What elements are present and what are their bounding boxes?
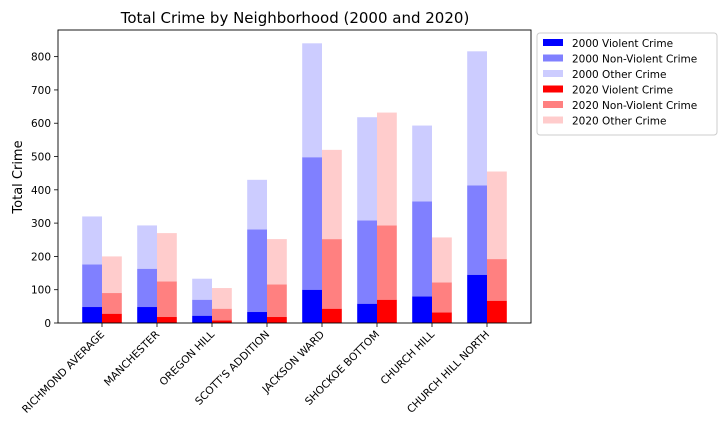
- bar-2020-non-violent-crime-shockoe-bottom: [377, 225, 397, 300]
- legend-swatch-2020-other-crime: [543, 116, 563, 124]
- bar-2020-violent-crime-oregon-hill: [212, 320, 232, 323]
- bar-2020-non-violent-crime-church-hill-north: [487, 259, 507, 301]
- bar-2020-other-crime-scott-s-addition: [267, 239, 287, 285]
- y-tick-label: 800: [31, 52, 51, 64]
- bar-2020-violent-crime-manchester: [157, 317, 177, 323]
- bars-layer: [82, 43, 507, 323]
- y-tick-label: 100: [31, 285, 51, 297]
- x-tick-label: OREGON HILL: [157, 329, 217, 389]
- bar-2000-other-crime-church-hill: [412, 125, 432, 202]
- y-tick-label: 400: [31, 185, 51, 197]
- bar-2020-other-crime-church-hill-north: [487, 171, 507, 260]
- bar-2020-violent-crime-church-hill: [432, 312, 452, 323]
- legend-label-2020-other-crime: 2020 Other Crime: [572, 116, 666, 128]
- bar-2020-other-crime-jackson-ward: [322, 149, 342, 240]
- bar-2000-violent-crime-shockoe-bottom: [357, 303, 377, 323]
- bar-2020-violent-crime-richmond-average: [102, 313, 122, 323]
- legend-swatch-2020-non-violent-crime: [543, 101, 563, 108]
- legend-label-2020-violent-crime: 2020 Violent Crime: [572, 85, 673, 97]
- x-tick-label: RICHMOND AVERAGE: [20, 329, 107, 416]
- bar-2000-non-violent-crime-church-hill: [412, 201, 432, 297]
- bar-2020-other-crime-church-hill: [432, 237, 452, 283]
- y-axis-label: Total Crime: [11, 140, 26, 214]
- bar-2000-other-crime-manchester: [137, 225, 157, 269]
- bar-2000-other-crime-richmond-average: [82, 216, 102, 265]
- y-tick-label: 700: [31, 85, 51, 97]
- legend-label-2000-violent-crime: 2000 Violent Crime: [572, 38, 673, 50]
- bar-2000-violent-crime-jackson-ward: [302, 289, 322, 323]
- bar-2000-other-crime-jackson-ward: [302, 43, 322, 158]
- legend-label-2020-non-violent-crime: 2020 Non-Violent Crime: [572, 100, 697, 112]
- x-tick-label: CHURCH HILL: [378, 329, 437, 388]
- bar-2020-violent-crime-jackson-ward: [322, 308, 342, 323]
- bar-2020-non-violent-crime-church-hill: [432, 282, 452, 313]
- bar-2020-violent-crime-church-hill-north: [487, 300, 507, 323]
- legend-swatch-2020-violent-crime: [543, 85, 563, 93]
- bar-2000-other-crime-church-hill-north: [467, 51, 487, 186]
- bar-2000-other-crime-scott-s-addition: [247, 179, 267, 230]
- legend-label-2000-non-violent-crime: 2000 Non-Violent Crime: [572, 54, 697, 66]
- bar-2000-violent-crime-oregon-hill: [192, 315, 212, 323]
- legend-label-2000-other-crime: 2000 Other Crime: [572, 69, 666, 81]
- bar-2000-non-violent-crime-manchester: [137, 268, 157, 308]
- y-tick-label: 300: [31, 218, 51, 230]
- bar-2000-other-crime-shockoe-bottom: [357, 117, 377, 221]
- bar-2020-non-violent-crime-scott-s-addition: [267, 284, 287, 318]
- bar-2020-non-violent-crime-richmond-average: [102, 293, 122, 314]
- bar-2000-non-violent-crime-church-hill-north: [467, 185, 487, 275]
- legend-box: [536, 32, 718, 136]
- legend-swatch-2000-non-violent-crime: [543, 54, 563, 62]
- bar-2020-violent-crime-scott-s-addition: [267, 317, 287, 323]
- x-tick-label: MANCHESTER: [102, 329, 162, 389]
- y-tick-label: 0: [44, 318, 51, 330]
- bar-2020-other-crime-richmond-average: [102, 256, 122, 294]
- bar-2000-violent-crime-manchester: [137, 307, 157, 323]
- bar-2000-violent-crime-church-hill: [412, 296, 432, 323]
- legend-swatch-2000-violent-crime: [543, 39, 563, 46]
- y-tick-label: 600: [31, 118, 51, 130]
- bar-2020-non-violent-crime-jackson-ward: [322, 239, 342, 309]
- bar-2000-violent-crime-church-hill-north: [467, 274, 487, 323]
- bar-2020-non-violent-crime-manchester: [157, 281, 177, 318]
- y-tick-label: 200: [31, 251, 51, 263]
- bar-2000-non-violent-crime-oregon-hill: [192, 299, 212, 316]
- bar-2000-non-violent-crime-scott-s-addition: [247, 229, 267, 313]
- y-tick-label: 500: [31, 152, 51, 164]
- legend-swatch-2000-other-crime: [543, 70, 563, 77]
- bar-2020-other-crime-oregon-hill: [212, 288, 232, 309]
- legend: 2000 Violent Crime 2000 Non-Violent Crime…: [536, 32, 718, 136]
- bar-2000-non-violent-crime-jackson-ward: [302, 157, 322, 290]
- bar-2020-other-crime-manchester: [157, 233, 177, 282]
- plot-frame: [57, 29, 532, 324]
- bar-2020-non-violent-crime-oregon-hill: [212, 308, 232, 321]
- bar-2000-violent-crime-richmond-average: [82, 307, 102, 323]
- bar-2000-non-violent-crime-richmond-average: [82, 264, 102, 308]
- bar-2020-other-crime-shockoe-bottom: [377, 112, 397, 226]
- bar-2000-violent-crime-scott-s-addition: [247, 312, 267, 323]
- bar-2020-violent-crime-shockoe-bottom: [377, 299, 397, 323]
- chart-title: Total Crime by Neighborhood (2000 and 20…: [120, 9, 470, 27]
- bar-2000-non-violent-crime-shockoe-bottom: [357, 220, 377, 304]
- bar-2000-other-crime-oregon-hill: [192, 278, 212, 300]
